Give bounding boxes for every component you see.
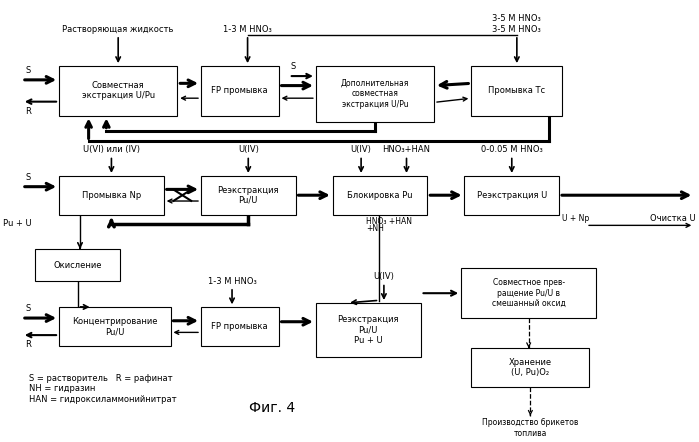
Text: Очистка U: Очистка U xyxy=(650,214,696,223)
FancyBboxPatch shape xyxy=(316,66,434,122)
Text: R: R xyxy=(25,107,31,116)
Text: Реэкстракция U: Реэкстракция U xyxy=(477,191,547,200)
FancyBboxPatch shape xyxy=(333,176,427,215)
Text: 1-3 М HNO₃: 1-3 М HNO₃ xyxy=(223,25,272,34)
Text: Реэкстракция
Pu/U
Pu + U: Реэкстракция Pu/U Pu + U xyxy=(338,315,399,345)
FancyBboxPatch shape xyxy=(201,66,279,115)
Text: Pu + U: Pu + U xyxy=(3,219,32,228)
Text: R: R xyxy=(25,340,31,349)
Text: Реэкстракция
Pu/U: Реэкстракция Pu/U xyxy=(217,186,279,205)
Text: S = растворитель   R = рафинат
NH = гидразин
HAN = гидроксиламмонийнитрат: S = растворитель R = рафинат NH = гидраз… xyxy=(29,374,176,404)
FancyBboxPatch shape xyxy=(36,249,120,282)
Text: S: S xyxy=(290,62,296,71)
FancyBboxPatch shape xyxy=(201,176,296,215)
Text: 0-0.05 М HNO₃: 0-0.05 М HNO₃ xyxy=(481,145,542,154)
Text: U(IV): U(IV) xyxy=(351,145,372,154)
Text: S: S xyxy=(25,172,31,182)
Text: Фиг. 4: Фиг. 4 xyxy=(249,401,295,415)
FancyBboxPatch shape xyxy=(465,176,559,215)
Text: Концентрирование
Pu/U: Концентрирование Pu/U xyxy=(72,317,157,336)
Text: U + Np: U + Np xyxy=(563,214,590,223)
Text: HNO₃ +HAN: HNO₃ +HAN xyxy=(366,217,412,226)
Text: 3-5 М HNO₃: 3-5 М HNO₃ xyxy=(493,14,541,23)
Text: Хранение
(U, Pu)O₂: Хранение (U, Pu)O₂ xyxy=(509,358,552,377)
FancyBboxPatch shape xyxy=(461,268,596,318)
Text: FP промывка: FP промывка xyxy=(212,86,268,95)
Text: S: S xyxy=(25,304,31,313)
FancyBboxPatch shape xyxy=(201,307,279,346)
Text: Растворяющая жидкость: Растворяющая жидкость xyxy=(62,25,174,34)
Text: U(IV): U(IV) xyxy=(373,272,394,282)
Text: Промывка Np: Промывка Np xyxy=(82,191,141,200)
Text: U(VI) или (IV): U(VI) или (IV) xyxy=(83,145,140,154)
Text: +NH: +NH xyxy=(366,224,384,233)
Text: HNO₃+HAN: HNO₃+HAN xyxy=(382,145,431,154)
Text: Совместное прев-
ращение Pu/U в
смешанный оксид: Совместное прев- ращение Pu/U в смешанны… xyxy=(492,278,565,308)
Text: 3-5 М HNO₃: 3-5 М HNO₃ xyxy=(493,25,541,34)
Text: Блокировка Pu: Блокировка Pu xyxy=(347,191,413,200)
Text: 1-3 М HNO₃: 1-3 М HNO₃ xyxy=(208,277,257,286)
Text: Окисление: Окисление xyxy=(53,261,102,270)
FancyBboxPatch shape xyxy=(471,348,589,387)
FancyBboxPatch shape xyxy=(59,66,178,115)
Text: U(IV): U(IV) xyxy=(238,145,259,154)
Text: S: S xyxy=(25,66,31,75)
Text: Дополнительная
совместная
экстракция U/Pu: Дополнительная совместная экстракция U/P… xyxy=(341,79,409,109)
FancyBboxPatch shape xyxy=(316,303,421,357)
Text: Производство брикетов
топлива: Производство брикетов топлива xyxy=(482,418,579,438)
Text: FP промывка: FP промывка xyxy=(212,322,268,331)
FancyBboxPatch shape xyxy=(59,176,164,215)
Text: Совместная
экстракция U/Pu: Совместная экстракция U/Pu xyxy=(82,81,154,100)
FancyBboxPatch shape xyxy=(471,66,563,115)
FancyBboxPatch shape xyxy=(59,307,171,346)
Text: Промывка Тс: Промывка Тс xyxy=(489,86,545,95)
